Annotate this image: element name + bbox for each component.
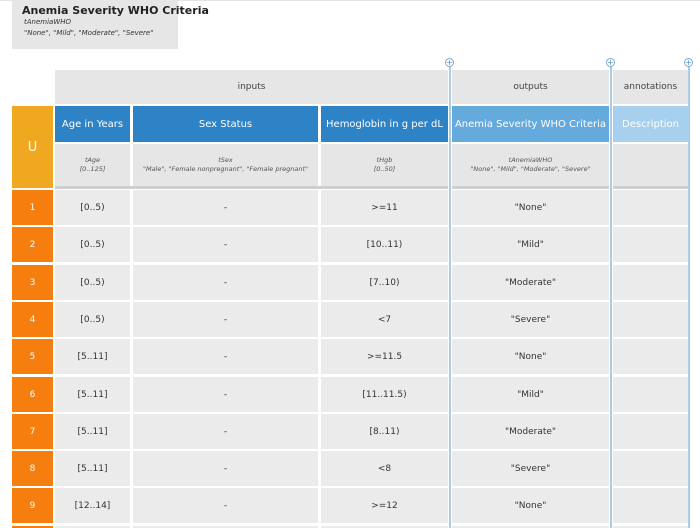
rule-cell-output[interactable]: "Severe" (452, 451, 609, 486)
rule-cell-description[interactable] (613, 488, 688, 523)
rule-number[interactable]: 9 (12, 488, 53, 523)
rule-cell-sex[interactable]: - (133, 227, 318, 262)
rule-cell-hemoglobin[interactable]: >=11 (321, 190, 448, 225)
rule-cell-sex-partial (133, 526, 318, 528)
rule-cell-hemoglobin-partial (321, 526, 448, 528)
rule-cell-description[interactable] (613, 302, 688, 337)
group-header-annotations: annotations (613, 70, 688, 104)
top-divider (0, 0, 700, 1)
hit-policy-cell[interactable]: U (12, 106, 53, 188)
column-var-description (613, 144, 688, 186)
rule-cell-description[interactable] (613, 451, 688, 486)
rule-cell-description[interactable] (613, 339, 688, 374)
column-var-sex[interactable]: tSex "Male", "Female nonpregnant", "Fema… (133, 144, 318, 186)
add-annotation-column-plus-icon[interactable]: + (684, 57, 693, 67)
column-header-output[interactable]: Anemia Severity WHO Criteria (452, 106, 609, 142)
rule-cell-output[interactable]: "Severe" (452, 302, 609, 337)
add-output-column-plus-icon[interactable]: + (606, 57, 615, 67)
rule-cell-sex[interactable]: - (133, 451, 318, 486)
var-name: tAnemiaWHO (508, 156, 553, 164)
inputs-outputs-divider (449, 66, 451, 528)
rule-cell-sex[interactable]: - (133, 488, 318, 523)
rule-cell-age[interactable]: [0..5) (55, 227, 130, 262)
rule-cell-age-partial (55, 526, 130, 528)
rule-cell-hemoglobin[interactable]: >=12 (321, 488, 448, 523)
rule-number[interactable]: 1 (12, 190, 53, 225)
group-header-inputs: inputs (55, 70, 448, 104)
rule-number[interactable]: 5 (12, 339, 53, 374)
header-separator-inputs (55, 186, 448, 189)
rule-cell-description-partial (613, 526, 688, 528)
add-input-column-plus-icon[interactable]: + (445, 57, 454, 67)
rule-cell-description[interactable] (613, 377, 688, 412)
rule-number[interactable]: 7 (12, 414, 53, 449)
decision-table-title-box[interactable]: Anemia Severity WHO Criteria tAnemiaWHO … (12, 0, 209, 49)
rule-cell-hemoglobin[interactable]: <8 (321, 451, 448, 486)
var-range: [0..50] (373, 165, 396, 173)
rule-cell-sex[interactable]: - (133, 339, 318, 374)
rule-cell-output[interactable]: "None" (452, 190, 609, 225)
rule-cell-age[interactable]: [5..11] (55, 339, 130, 374)
header-separator-annotations (613, 186, 688, 189)
column-header-sex[interactable]: Sex Status (133, 106, 318, 142)
rule-cell-sex[interactable]: - (133, 414, 318, 449)
var-name: tHgb (376, 156, 393, 164)
var-name: tSex (218, 156, 233, 164)
rule-cell-description[interactable] (613, 265, 688, 300)
rule-number[interactable]: 2 (12, 227, 53, 262)
rule-cell-output-partial (452, 526, 609, 528)
rule-cell-age[interactable]: [5..11] (55, 377, 130, 412)
column-header-description[interactable]: Description (613, 106, 688, 142)
rule-cell-output[interactable]: "None" (452, 339, 609, 374)
rule-number-partial (12, 526, 53, 528)
rule-cell-output[interactable]: "Moderate" (452, 265, 609, 300)
rule-cell-description[interactable] (613, 190, 688, 225)
rule-cell-hemoglobin[interactable]: [11..11.5) (321, 377, 448, 412)
rule-cell-sex[interactable]: - (133, 265, 318, 300)
rule-cell-hemoglobin[interactable]: >=11.5 (321, 339, 448, 374)
rule-cell-age[interactable]: [5..11] (55, 414, 130, 449)
rule-cell-sex[interactable]: - (133, 377, 318, 412)
var-name: tAge (84, 156, 101, 164)
rule-cell-output[interactable]: "Moderate" (452, 414, 609, 449)
var-range: "None", "Mild", "Moderate", "Severe" (470, 165, 591, 173)
column-var-output[interactable]: tAnemiaWHO "None", "Mild", "Moderate", "… (452, 144, 609, 186)
table-name[interactable]: Anemia Severity WHO Criteria (22, 4, 209, 17)
rule-cell-output[interactable]: "Mild" (452, 227, 609, 262)
column-header-age[interactable]: Age in Years (55, 106, 130, 142)
rule-cell-age[interactable]: [0..5) (55, 190, 130, 225)
rule-cell-hemoglobin[interactable]: [7..10) (321, 265, 448, 300)
outputs-annotations-divider (610, 66, 612, 528)
rule-number[interactable]: 3 (12, 265, 53, 300)
column-header-hemoglobin[interactable]: Hemoglobin in g per dL (321, 106, 448, 142)
rule-cell-hemoglobin[interactable]: [8..11) (321, 414, 448, 449)
annotations-right-divider (688, 66, 690, 528)
rule-cell-age[interactable]: [5..11] (55, 451, 130, 486)
rule-cell-hemoglobin[interactable]: <7 (321, 302, 448, 337)
rule-cell-hemoglobin[interactable]: [10..11) (321, 227, 448, 262)
rule-cell-sex[interactable]: - (133, 190, 318, 225)
rule-cell-age[interactable]: [0..5) (55, 265, 130, 300)
table-variable[interactable]: tAnemiaWHO (24, 18, 72, 26)
rule-cell-output[interactable]: "None" (452, 488, 609, 523)
rule-cell-description[interactable] (613, 227, 688, 262)
var-range: [0..125] (79, 165, 106, 173)
rule-cell-age[interactable]: [12..14] (55, 488, 130, 523)
header-separator-outputs (452, 186, 609, 189)
rule-number[interactable]: 4 (12, 302, 53, 337)
rule-cell-sex[interactable]: - (133, 302, 318, 337)
rule-cell-age[interactable]: [0..5) (55, 302, 130, 337)
rule-number[interactable]: 6 (12, 377, 53, 412)
var-range: "Male", "Female nonpregnant", "Female pr… (142, 165, 309, 173)
rule-cell-output[interactable]: "Mild" (452, 377, 609, 412)
column-var-age[interactable]: tAge [0..125] (55, 144, 130, 186)
column-var-hemoglobin[interactable]: tHgb [0..50] (321, 144, 448, 186)
group-header-outputs: outputs (452, 70, 609, 104)
rule-number[interactable]: 8 (12, 451, 53, 486)
table-allowed-values[interactable]: "None", "Mild", "Moderate", "Severe" (24, 29, 154, 37)
rule-cell-description[interactable] (613, 414, 688, 449)
